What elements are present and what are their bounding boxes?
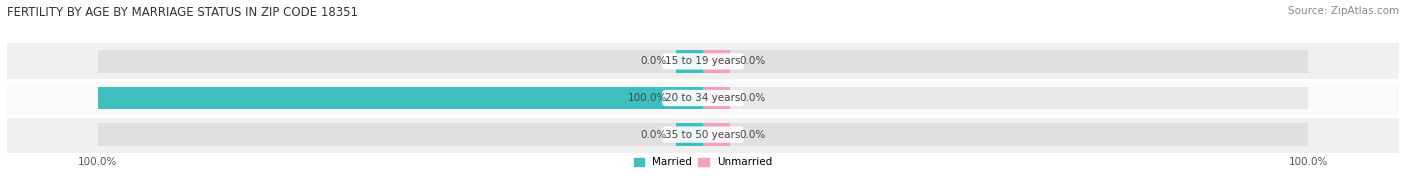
Bar xyxy=(98,87,703,109)
Bar xyxy=(98,123,703,146)
Bar xyxy=(7,43,1399,80)
Bar xyxy=(7,116,1399,153)
Bar xyxy=(703,87,1308,109)
Bar xyxy=(703,87,730,109)
Bar xyxy=(703,123,1308,146)
Text: 15 to 19 years: 15 to 19 years xyxy=(665,56,741,66)
Bar xyxy=(676,123,703,146)
Text: FERTILITY BY AGE BY MARRIAGE STATUS IN ZIP CODE 18351: FERTILITY BY AGE BY MARRIAGE STATUS IN Z… xyxy=(7,6,359,19)
Bar xyxy=(703,50,1308,73)
Bar xyxy=(98,50,703,73)
Bar xyxy=(98,87,703,109)
Bar xyxy=(676,50,703,73)
Text: 35 to 50 years: 35 to 50 years xyxy=(665,130,741,140)
Text: 0.0%: 0.0% xyxy=(740,56,765,66)
Text: Source: ZipAtlas.com: Source: ZipAtlas.com xyxy=(1288,6,1399,16)
Bar xyxy=(676,87,703,109)
Text: 20 to 34 years: 20 to 34 years xyxy=(665,93,741,103)
Text: 0.0%: 0.0% xyxy=(641,130,666,140)
Legend: Married, Unmarried: Married, Unmarried xyxy=(634,157,772,167)
Text: 0.0%: 0.0% xyxy=(740,130,765,140)
Bar xyxy=(703,50,730,73)
Text: 0.0%: 0.0% xyxy=(641,56,666,66)
Bar xyxy=(7,80,1399,116)
Text: 0.0%: 0.0% xyxy=(740,93,765,103)
Text: 100.0%: 100.0% xyxy=(627,93,666,103)
Bar xyxy=(703,123,730,146)
